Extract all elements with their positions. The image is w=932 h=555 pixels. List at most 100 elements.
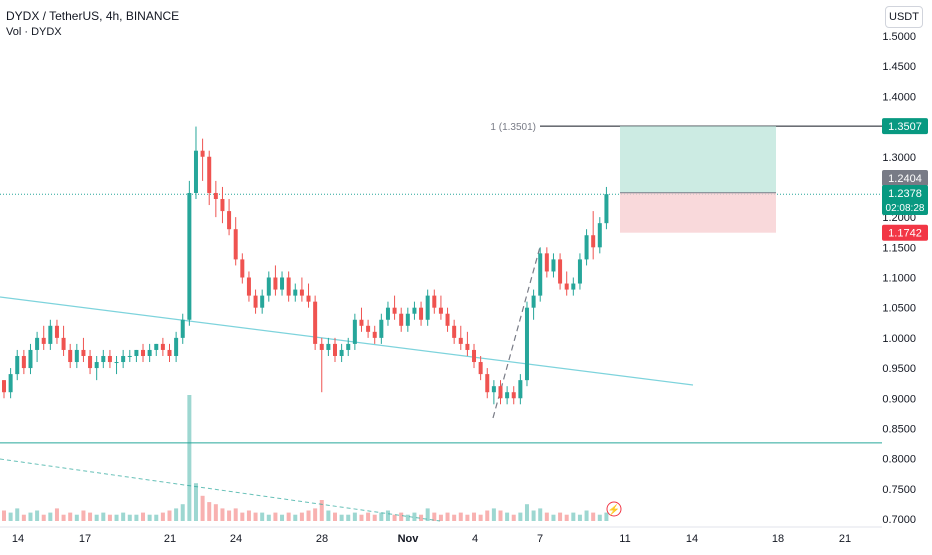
candle-body — [273, 277, 278, 290]
candle-body — [200, 150, 205, 157]
candle-body — [134, 349, 139, 356]
descending-trendline — [0, 296, 694, 386]
volume-bar — [200, 495, 205, 521]
candle-body — [114, 362, 119, 364]
candle-body — [220, 199, 225, 212]
candle-body — [385, 307, 390, 320]
price-tick-label: 0.8000 — [882, 454, 916, 466]
volume-bar — [465, 514, 470, 521]
volume-bar — [101, 512, 106, 521]
volume-bar — [246, 510, 251, 521]
volume-bar — [240, 512, 245, 521]
candle-body — [41, 337, 46, 344]
volume-bar — [558, 512, 563, 521]
volume-bar — [48, 512, 53, 521]
volume-bar — [167, 510, 172, 521]
volume-bar — [452, 514, 457, 521]
price-tick-label: 0.9000 — [882, 393, 916, 405]
volume-bar — [458, 512, 463, 521]
stop-price-tag-bg — [882, 224, 928, 241]
candle-body — [193, 150, 198, 193]
candle-body — [511, 392, 516, 399]
candle-body — [498, 386, 503, 399]
countdown-label: 02:08:28 — [886, 203, 925, 214]
volume-bar — [432, 512, 437, 521]
price-tick-label: 0.8500 — [882, 423, 916, 435]
volume-bar — [524, 504, 529, 521]
volume-bar — [511, 514, 516, 521]
volume-bar — [160, 512, 165, 521]
volume-bar — [227, 510, 232, 521]
price-tags: 1.3507 1.2404 1.2378 02:08:28 1.1742 — [882, 118, 928, 241]
candle-body — [280, 277, 285, 290]
price-tick-label: 1.0500 — [882, 303, 916, 315]
candle-body — [227, 211, 232, 230]
volume-bar — [266, 514, 271, 521]
volume-bar — [180, 504, 185, 521]
volume-bar — [472, 512, 477, 521]
volume-bar — [372, 514, 377, 521]
volume-bar — [445, 512, 450, 521]
candle-body — [207, 156, 212, 193]
volume-bar — [8, 512, 13, 521]
volume-bar — [425, 508, 430, 521]
volume-bar — [54, 508, 59, 521]
volume-bar — [61, 514, 66, 521]
candle-body — [452, 325, 457, 338]
time-tick-label: 17 — [79, 533, 91, 545]
candle-body — [299, 289, 304, 296]
candle-body — [392, 307, 397, 314]
entry-price-tag-bg — [882, 170, 928, 186]
candle-body — [306, 295, 311, 302]
candle-body — [240, 259, 245, 278]
candle-body — [359, 319, 364, 326]
target-price-tag-bg — [882, 118, 928, 135]
candle-body — [88, 355, 93, 369]
candle-body — [472, 349, 477, 363]
candle-body — [571, 283, 576, 290]
candle-body — [21, 355, 26, 369]
time-tick-label: 24 — [230, 533, 242, 545]
time-tick-label: 18 — [772, 533, 784, 545]
volume-bar — [253, 512, 258, 521]
candle-body — [61, 337, 66, 350]
volume-bar — [15, 508, 20, 521]
volume-bar — [41, 514, 46, 521]
price-tick-label: 1.1500 — [882, 242, 916, 254]
candle-body — [425, 295, 430, 320]
position-zones — [620, 126, 776, 233]
candle-body — [419, 307, 424, 320]
price-tick-label: 1.2000 — [882, 212, 916, 224]
candle-body — [551, 259, 556, 272]
candle-body — [253, 295, 258, 308]
candle-body — [412, 307, 417, 314]
candle-body — [478, 362, 483, 375]
candle-body — [160, 343, 165, 350]
price-tick-label: 0.7500 — [882, 484, 916, 496]
currency-button[interactable]: USDT — [885, 6, 923, 28]
candle-body — [326, 343, 331, 350]
price-tick-label: 1.0000 — [882, 333, 916, 345]
chart-title: DYDX / TetherUS, 4h, BINANCE — [6, 9, 180, 23]
volume-trendline — [0, 458, 441, 522]
volume-bar — [207, 502, 212, 521]
candle-body — [68, 349, 73, 363]
volume-bar — [604, 512, 609, 521]
candle-body — [538, 253, 543, 296]
candle-body — [346, 343, 351, 350]
volume-bar — [220, 508, 225, 521]
volume-bar — [485, 510, 490, 521]
volume-bar — [518, 512, 523, 521]
volume-bar — [478, 514, 483, 521]
volume-bar — [286, 512, 291, 521]
candle-body — [558, 259, 563, 284]
volume-bar — [366, 512, 371, 521]
candle-body — [187, 192, 192, 320]
price-tick-label: 1.4500 — [882, 61, 916, 73]
candle-body — [266, 277, 271, 296]
volume-bar — [438, 514, 443, 521]
candle-body — [107, 355, 112, 363]
profit-zone — [620, 126, 776, 193]
